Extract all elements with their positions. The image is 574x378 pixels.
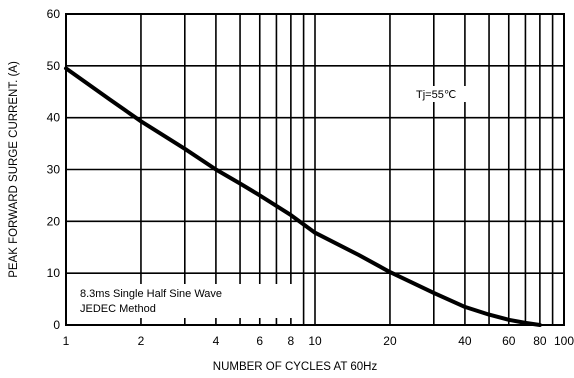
- y-axis-title: PEAK FORWARD SURGE CURRENT. (A): [8, 61, 20, 278]
- grid-lines: [65, 13, 565, 326]
- x-tick-label: 10: [308, 334, 322, 348]
- x-tick-label: 60: [502, 334, 516, 348]
- x-tick-label: 20: [383, 334, 397, 348]
- x-tick-label: 8: [288, 334, 295, 348]
- temperature-annotation-box: [412, 86, 472, 102]
- y-tick-label: 10: [47, 266, 61, 280]
- method-annotation-line-1: 8.3ms Single Half Sine Wave: [80, 288, 222, 300]
- y-tick-label: 40: [47, 111, 61, 125]
- y-tick-labels: 0 10 20 30 40 50 60: [47, 7, 61, 332]
- y-tick-label: 60: [47, 7, 61, 21]
- x-tick-label: 40: [458, 334, 472, 348]
- x-tick-label: 4: [213, 334, 220, 348]
- x-tick-labels: 1 2 4 6 8 10 20 40 60 80 100: [63, 334, 574, 348]
- y-tick-label: 50: [47, 59, 61, 73]
- temperature-annotation: Tj=55℃: [416, 89, 456, 101]
- x-tick-label: 1: [63, 334, 70, 348]
- x-tick-label: 100: [554, 334, 574, 348]
- x-tick-label: 80: [533, 334, 547, 348]
- y-tick-label: 20: [47, 214, 61, 228]
- method-annotation-line-2: JEDEC Method: [80, 303, 156, 315]
- plot-frame: [65, 13, 565, 326]
- y-tick-label: 30: [47, 163, 61, 177]
- x-tick-label: 6: [256, 334, 263, 348]
- method-annotation-box: [74, 284, 296, 318]
- surge-current-curve: [64, 66, 542, 327]
- x-axis-title: NUMBER OF CYCLES AT 60Hz: [213, 361, 378, 373]
- y-tick-label: 0: [53, 318, 60, 332]
- x-tick-label: 2: [138, 334, 145, 348]
